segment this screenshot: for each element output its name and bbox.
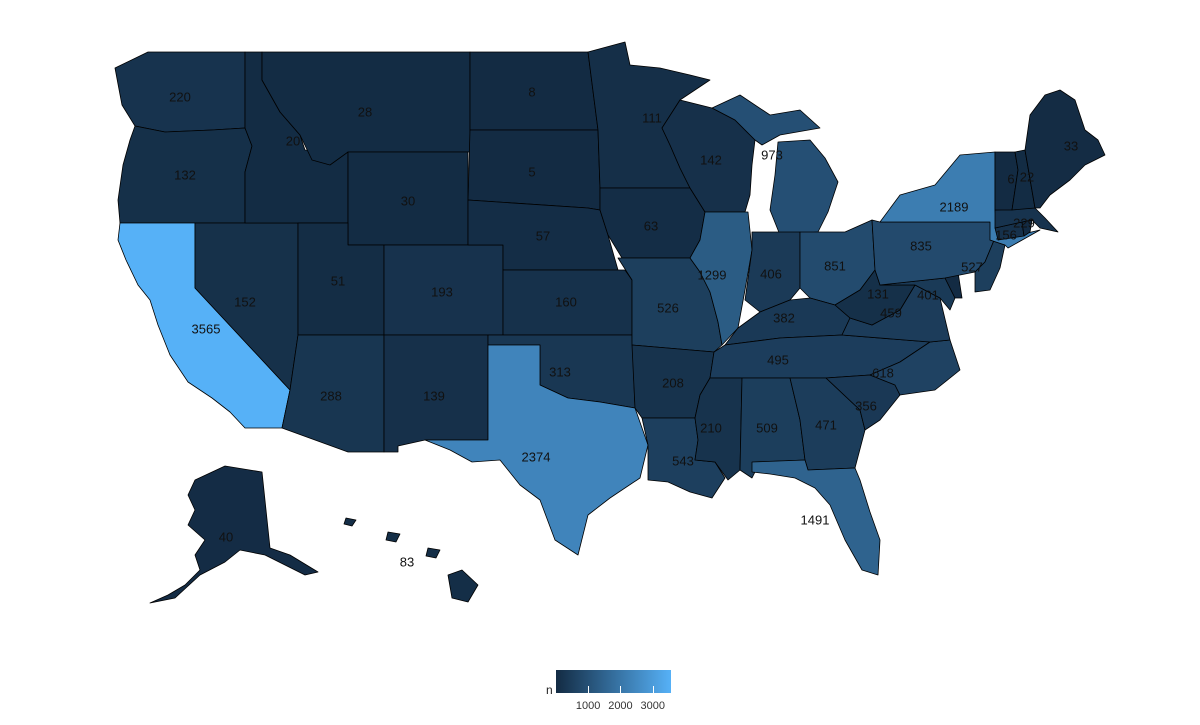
label-ga: 471 <box>815 417 837 432</box>
label-wa: 220 <box>169 89 191 104</box>
label-wy: 30 <box>401 193 415 208</box>
legend-title: n <box>546 683 553 697</box>
label-nj: 527 <box>961 259 983 274</box>
state-nc <box>869 339 961 396</box>
state-hi <box>343 517 479 603</box>
label-tx: 2374 <box>522 449 551 464</box>
label-sc: 356 <box>855 398 877 413</box>
legend-tick-mark <box>588 686 590 693</box>
label-ky: 382 <box>773 310 795 325</box>
label-nm: 139 <box>423 388 445 403</box>
label-nd: 8 <box>528 84 535 99</box>
label-mi: 973 <box>761 147 783 162</box>
label-ma: 229 <box>1013 215 1035 230</box>
legend-tick-label: 1000 <box>575 700 601 712</box>
label-wv: 131 <box>867 286 889 301</box>
color-legend: n 1000 2000 3000 <box>546 670 686 715</box>
label-ok: 313 <box>549 364 571 379</box>
label-mn: 111 <box>642 110 662 125</box>
state-value-labels: 220 132 3565 152 20 28 30 51 288 193 139… <box>169 84 1078 569</box>
state-nh <box>1011 149 1036 211</box>
label-pa: 835 <box>910 238 932 253</box>
state-nj <box>974 237 1006 293</box>
legend-tick-mark <box>620 686 622 693</box>
label-ne: 57 <box>536 228 550 243</box>
label-tn: 495 <box>767 352 789 367</box>
label-va: 459 <box>880 305 902 320</box>
label-ks: 160 <box>555 294 577 309</box>
label-il: 1299 <box>698 267 727 282</box>
label-al: 509 <box>756 420 778 435</box>
legend-tick-mark <box>652 686 654 693</box>
label-ut: 51 <box>331 273 345 288</box>
legend-tick-label: 2000 <box>608 700 633 712</box>
label-ms: 210 <box>700 420 722 435</box>
label-ar: 208 <box>662 375 684 390</box>
label-ia: 63 <box>644 218 658 233</box>
label-hi: 83 <box>400 554 414 569</box>
label-nh: 22 <box>1020 169 1034 184</box>
label-mt: 28 <box>358 104 372 119</box>
label-in: 406 <box>760 266 782 281</box>
label-or: 132 <box>174 167 196 182</box>
label-sd: 5 <box>528 164 535 179</box>
label-az: 288 <box>320 388 342 403</box>
label-ca: 3565 <box>192 321 221 336</box>
label-id: 20 <box>286 133 300 148</box>
label-ny: 2189 <box>940 199 969 214</box>
label-oh: 851 <box>824 258 846 273</box>
label-wi: 142 <box>700 152 722 167</box>
label-ak: 40 <box>219 529 233 544</box>
label-ct: 156 <box>995 227 1017 242</box>
state-mi <box>711 94 839 236</box>
state-tx <box>424 344 649 556</box>
label-nv: 152 <box>234 294 256 309</box>
label-nc: 618 <box>872 365 894 380</box>
label-vt: 6 <box>1007 171 1014 186</box>
state-il <box>689 211 753 346</box>
state-ak <box>149 465 319 604</box>
label-fl: 1491 <box>801 512 830 527</box>
state-shapes <box>114 41 1106 604</box>
state-fl <box>751 459 881 576</box>
us-choropleth-map: 220 132 3565 152 20 28 30 51 288 193 139… <box>114 41 1106 604</box>
label-la: 543 <box>672 453 694 468</box>
label-md: 401 <box>917 287 939 302</box>
state-ma <box>994 207 1059 233</box>
label-me: 33 <box>1064 138 1078 153</box>
label-mo: 526 <box>657 300 679 315</box>
legend-tick-label: 3000 <box>640 700 665 712</box>
label-co: 193 <box>431 284 453 299</box>
legend-colorbar <box>556 670 671 693</box>
state-me <box>1024 89 1106 209</box>
